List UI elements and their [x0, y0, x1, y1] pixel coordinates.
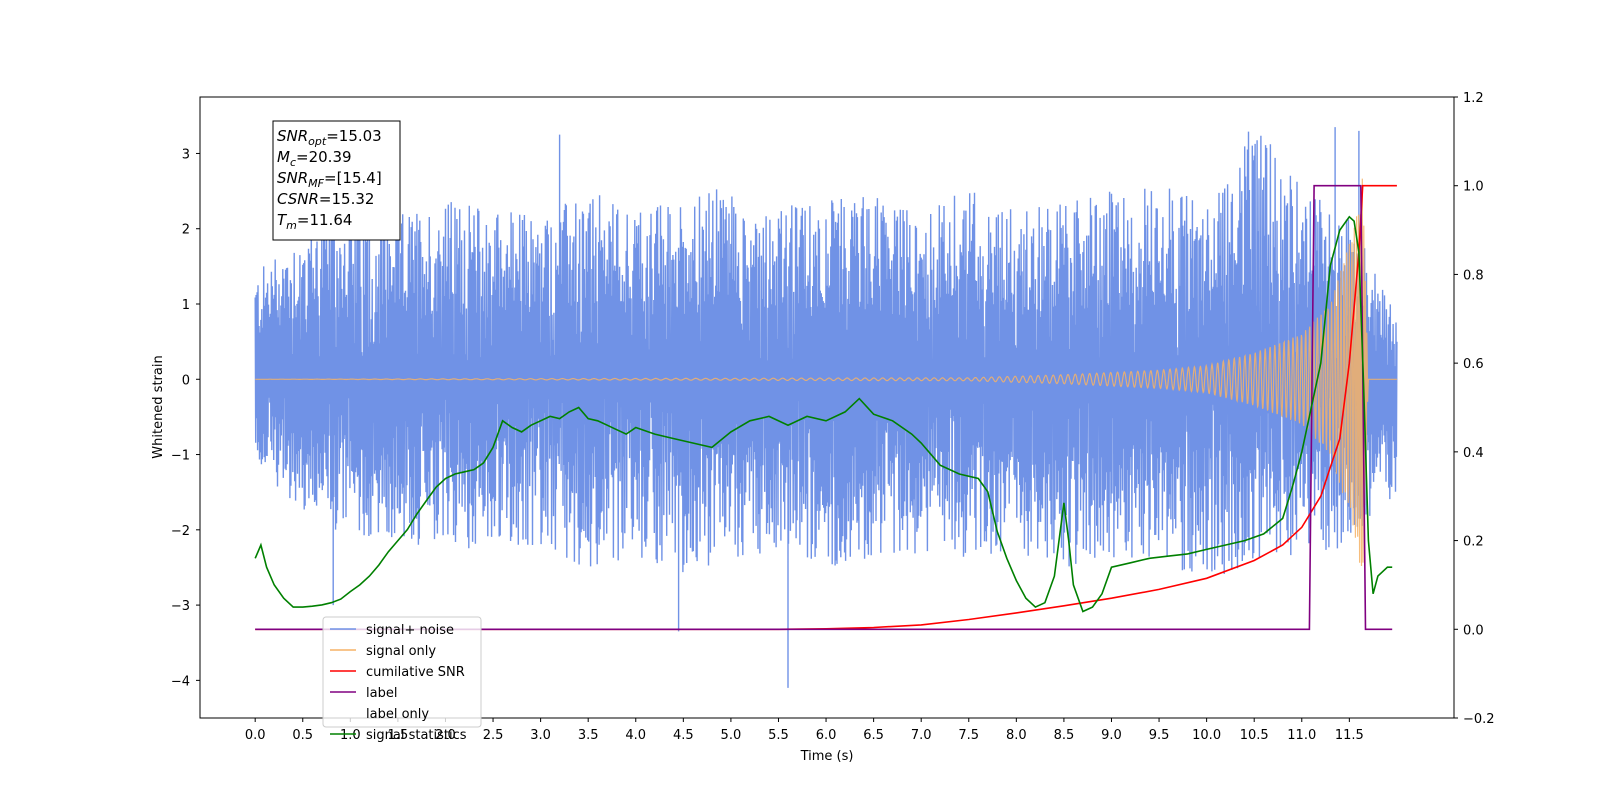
x-tick-label: 4.5 — [673, 728, 694, 743]
series-signal-noise — [254, 127, 1398, 688]
annotation-line: Tm=11.64 — [277, 211, 352, 232]
y-right-tick-label: 0.6 — [1463, 357, 1484, 372]
x-tick-label: 5.0 — [721, 728, 742, 743]
y-left-tick-label: −2 — [171, 524, 190, 539]
stats-annotation: SNRopt=15.03Mc=20.39SNRMF=[15.4]CSNR=15.… — [272, 120, 401, 241]
series-layer — [254, 127, 1398, 688]
x-tick-label: 2.0 — [435, 728, 456, 743]
x-tick-label: 4.0 — [625, 728, 646, 743]
y-right-tick-label: 1.2 — [1463, 91, 1484, 106]
x-tick-label: 11.0 — [1287, 728, 1316, 743]
annotation-line: Mc=20.39 — [277, 148, 352, 169]
x-tick-label: 8.0 — [1006, 728, 1027, 743]
x-tick-label: 8.5 — [1054, 728, 1075, 743]
y-axis-label: Whitened strain — [151, 355, 166, 458]
legend-entry: signal statistics — [366, 728, 467, 743]
x-tick-label: 9.0 — [1101, 728, 1122, 743]
y-left-tick-label: 3 — [182, 147, 190, 162]
x-tick-label: 1.5 — [388, 728, 409, 743]
x-tick-label: 3.0 — [530, 728, 551, 743]
y-axis-right: 1.2 1.0 0.8 0.6 0.4 0.2 0.0 −0.2 — [1454, 91, 1495, 727]
y-left-tick-label: 0 — [182, 373, 190, 388]
x-tick-label: 2.5 — [483, 728, 504, 743]
annotation-frame — [272, 120, 401, 241]
series-cumulative-snr — [255, 184, 1397, 631]
legend: signal+ noise signal only cumilative SNR la… — [322, 616, 482, 743]
series-signal-only — [255, 178, 1397, 567]
x-axis-label: Time (s) — [800, 749, 854, 764]
legend-entry: signal+ noise — [366, 623, 454, 638]
y-right-tick-label: 0.4 — [1463, 446, 1484, 461]
legend-frame — [322, 616, 482, 728]
y-right-tick-label: 1.0 — [1463, 180, 1484, 195]
y-left-tick-label: −4 — [171, 674, 190, 689]
x-axis: 0.0 0.5 1.0 1.5 2.0 2.5 3.0 3.5 4.0 4.5 5.0 5.5 6.0 6… — [245, 718, 1364, 743]
legend-entry: cumilative SNR — [366, 665, 465, 680]
series-signal-statistics — [254, 215, 1393, 613]
x-tick-label: 10.5 — [1240, 728, 1269, 743]
x-tick-label: 9.5 — [1149, 728, 1170, 743]
x-tick-label: 1.0 — [340, 728, 361, 743]
x-tick-label: 0.5 — [292, 728, 313, 743]
x-tick-label: 7.0 — [911, 728, 932, 743]
y-left-tick-label: 1 — [182, 298, 190, 313]
legend-entry: label — [366, 686, 397, 701]
y-left-tick-label: −3 — [171, 599, 190, 614]
y-axis-left: 3 2 1 0 −1 −2 −3 −4 — [171, 147, 200, 689]
y-left-tick-label: −1 — [171, 449, 190, 464]
x-tick-label: 3.5 — [578, 728, 599, 743]
legend-entry: label only — [366, 707, 429, 722]
y-right-tick-label: 0.0 — [1463, 623, 1484, 638]
x-tick-label: 10.0 — [1192, 728, 1221, 743]
series-label — [255, 184, 1393, 631]
x-tick-label: 11.5 — [1335, 728, 1364, 743]
x-tick-label: 7.5 — [958, 728, 979, 743]
y-right-tick-label: −0.2 — [1463, 712, 1495, 727]
plot-frame — [199, 96, 1455, 719]
y-right-tick-label: 0.2 — [1463, 535, 1484, 550]
x-tick-label: 0.0 — [245, 728, 266, 743]
annotation-line: SNRMF=[15.4] — [277, 169, 382, 190]
x-tick-label: 6.0 — [816, 728, 837, 743]
annotation-line: SNRopt=15.03 — [277, 127, 382, 148]
x-tick-label: 6.5 — [863, 728, 884, 743]
y-right-tick-label: 0.8 — [1463, 268, 1484, 283]
x-tick-label: 5.5 — [768, 728, 789, 743]
y-left-tick-label: 2 — [182, 223, 190, 238]
legend-entry: signal only — [366, 644, 436, 659]
annotation-line: CSNR=15.32 — [277, 190, 374, 208]
